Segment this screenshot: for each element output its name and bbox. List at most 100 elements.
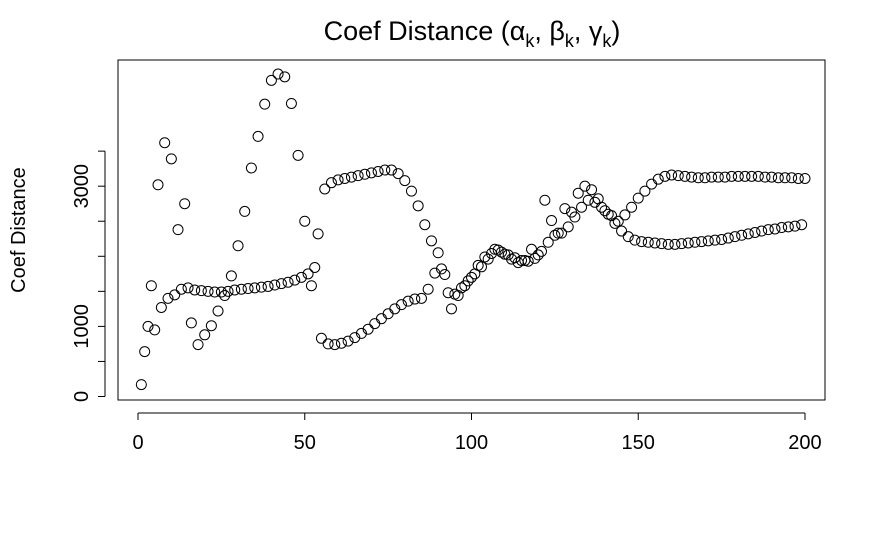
data-point [666, 169, 678, 181]
title-gamma: , γ [574, 16, 603, 46]
data-point [165, 153, 177, 165]
x-axis: 0 50 100 150 200 [132, 412, 822, 454]
data-point [699, 172, 711, 184]
data-point [419, 219, 431, 231]
data-point [682, 237, 694, 249]
data-point [592, 193, 604, 205]
data-point [362, 323, 374, 335]
data-point [415, 292, 427, 304]
data-point [152, 179, 164, 191]
data-point [305, 280, 317, 292]
data-point [259, 98, 271, 110]
data-point [676, 238, 688, 250]
data-point [459, 280, 471, 292]
data-point [302, 268, 314, 280]
data-point [235, 283, 247, 295]
data-point [372, 165, 384, 177]
data-point [255, 281, 267, 293]
data-point [229, 284, 241, 296]
data-point [285, 97, 297, 109]
data-point [392, 168, 404, 180]
data-point [762, 224, 774, 236]
data-point [139, 346, 151, 358]
data-point [626, 201, 638, 213]
data-point [656, 238, 668, 250]
data-point [649, 237, 661, 249]
data-point [486, 247, 498, 259]
data-point [752, 170, 764, 182]
data-point [559, 203, 571, 215]
data-point [175, 283, 187, 295]
data-point [696, 236, 708, 248]
data-point [319, 183, 331, 195]
data-point [736, 229, 748, 241]
data-point [636, 236, 648, 248]
data-point [315, 332, 327, 344]
data-point [279, 71, 291, 83]
data-point [289, 274, 301, 286]
data-point [272, 68, 284, 80]
data-point [786, 172, 798, 184]
data-point [612, 215, 624, 227]
data-point [295, 271, 307, 283]
data-point [746, 170, 758, 182]
data-point [249, 282, 261, 294]
y-tick-label: 3000 [71, 164, 93, 209]
data-point [275, 278, 287, 290]
data-point [369, 318, 381, 330]
data-point [179, 198, 191, 210]
data-point [329, 339, 341, 351]
data-point [739, 170, 751, 182]
y-axis: 0 1000 3000 [71, 150, 106, 402]
data-point [616, 225, 628, 237]
data-point [659, 170, 671, 182]
data-point [452, 290, 464, 302]
data-point [412, 200, 424, 212]
data-point [702, 235, 714, 247]
data-point [332, 174, 344, 186]
x-tick-label: 200 [788, 432, 821, 454]
data-point [422, 283, 434, 295]
x-tick-label: 100 [455, 432, 488, 454]
data-point [365, 167, 377, 179]
data-point [225, 270, 237, 282]
title-subscript-alpha: k [525, 31, 535, 51]
data-point [405, 185, 417, 197]
data-point [572, 187, 584, 199]
data-point [382, 308, 394, 320]
data-point [299, 215, 311, 227]
data-point [182, 282, 194, 294]
data-point [562, 221, 574, 233]
data-point [692, 172, 704, 184]
data-point [586, 184, 598, 196]
data-point [769, 223, 781, 235]
data-point [209, 286, 221, 298]
data-point [792, 172, 804, 184]
data-point [756, 225, 768, 237]
data-point [779, 172, 791, 184]
data-point [245, 162, 257, 174]
data-point [772, 172, 784, 184]
data-point [455, 282, 467, 294]
data-point [799, 172, 811, 184]
data-point [582, 194, 594, 206]
data-point [149, 324, 161, 336]
data-point [689, 236, 701, 248]
data-point [142, 320, 154, 332]
data-point [352, 170, 364, 182]
data-point [199, 329, 211, 341]
data-point [409, 293, 421, 305]
data-point [342, 335, 354, 347]
data-point [496, 246, 508, 258]
data-point [719, 171, 731, 183]
data-point [169, 289, 181, 301]
data-point [339, 172, 351, 184]
plot-frame [117, 59, 826, 401]
data-point [385, 164, 397, 176]
data-point [576, 201, 588, 213]
data-point [282, 276, 294, 288]
data-point [269, 279, 281, 291]
data-point [539, 194, 551, 206]
data-point [425, 235, 437, 247]
data-point [669, 238, 681, 250]
